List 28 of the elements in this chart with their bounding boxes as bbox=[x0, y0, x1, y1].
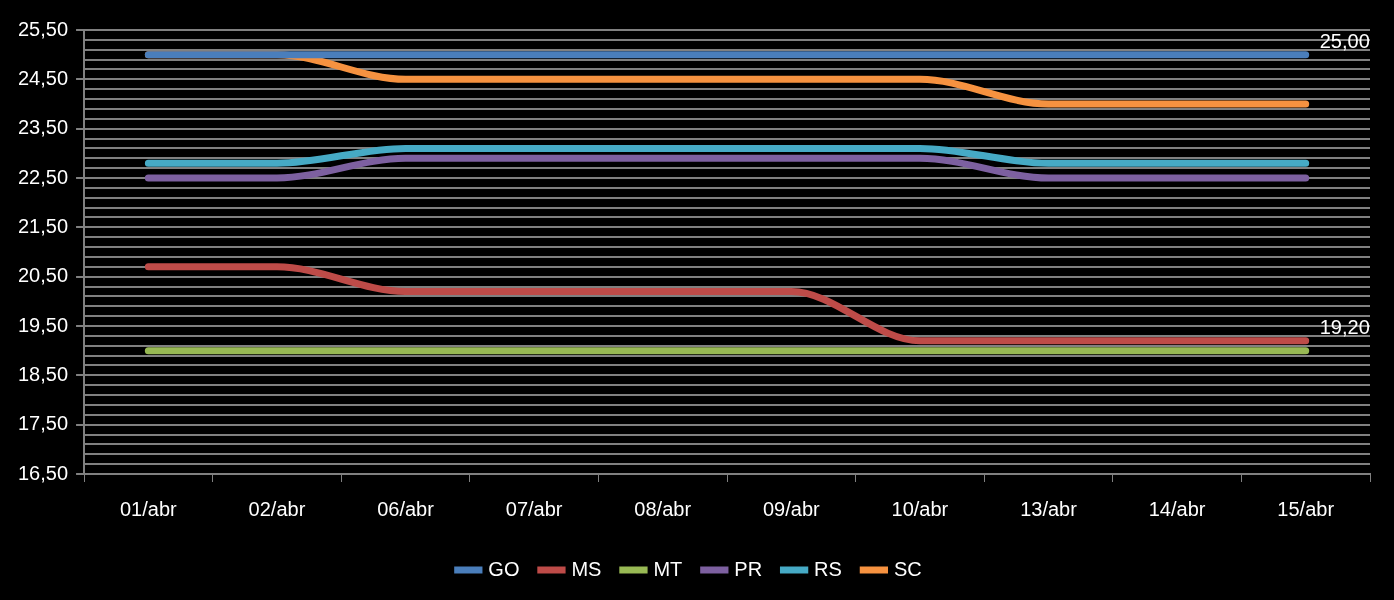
y-tick-label: 20,50 bbox=[17, 264, 69, 287]
y-tick-label: 25,50 bbox=[17, 17, 69, 40]
y-tick-label: 21,50 bbox=[17, 214, 69, 237]
y-tick-label: 24,50 bbox=[17, 66, 69, 89]
legend-label: PR bbox=[734, 557, 763, 580]
x-tick-label: 08/abr bbox=[634, 497, 692, 520]
y-tick-label: 18,50 bbox=[17, 362, 69, 385]
y-tick-label: 23,50 bbox=[17, 116, 69, 139]
legend-label: MT bbox=[653, 557, 683, 580]
y-tick-label: 17,50 bbox=[17, 412, 69, 435]
x-tick-label: 07/abr bbox=[505, 497, 563, 520]
legend-label: RS bbox=[814, 557, 842, 580]
x-tick-label: 15/abr bbox=[1277, 497, 1335, 520]
x-tick-label: 14/abr bbox=[1148, 497, 1206, 520]
x-tick-label: 06/abr bbox=[377, 497, 435, 520]
y-tick-label: 16,50 bbox=[17, 461, 69, 484]
x-tick-label: 02/abr bbox=[248, 497, 306, 520]
data-label: 19,20 bbox=[1319, 316, 1370, 339]
x-tick-label: 10/abr bbox=[891, 497, 949, 520]
legend-label: MS bbox=[571, 557, 602, 580]
y-tick-label: 22,50 bbox=[17, 165, 69, 188]
x-tick-label: 09/abr bbox=[762, 497, 821, 520]
data-label: 25,00 bbox=[1319, 30, 1370, 53]
y-tick-label: 19,50 bbox=[17, 313, 69, 336]
legend-label: SC bbox=[893, 557, 922, 580]
x-tick-label: 13/abr bbox=[1020, 497, 1078, 520]
legend-label: GO bbox=[488, 557, 520, 580]
x-tick-label: 01/abr bbox=[119, 497, 178, 520]
